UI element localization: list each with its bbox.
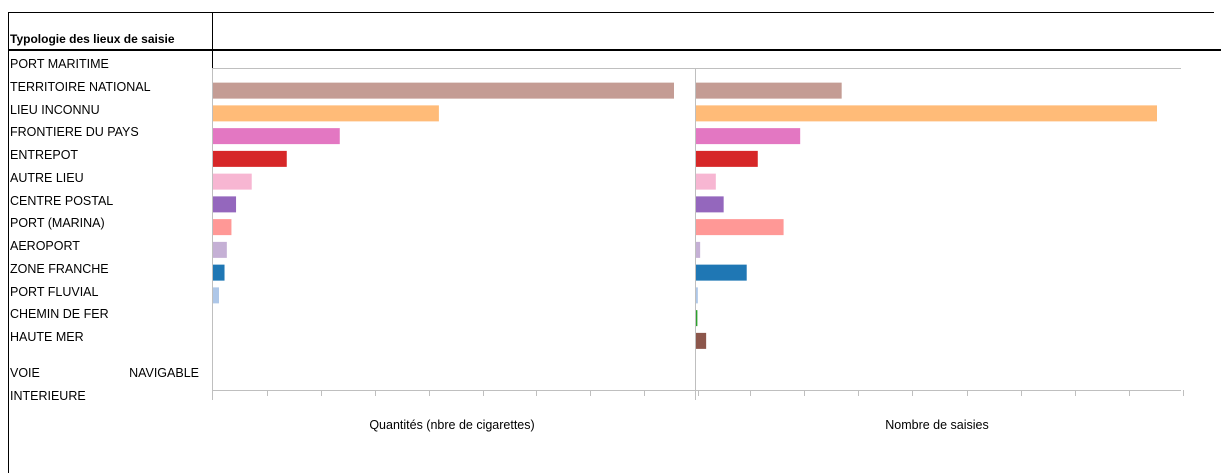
bar-panel-2-aeroport bbox=[696, 241, 701, 258]
table-frame bbox=[8, 12, 1214, 473]
category-label: HAUTE MER bbox=[10, 330, 84, 344]
category-label: AEROPORT bbox=[10, 239, 80, 253]
category-label: TERRITOIRE NATIONAL bbox=[10, 79, 151, 94]
bar-panel-1-lieu-inconnu bbox=[213, 105, 439, 122]
category-label: ENTREPOT bbox=[10, 148, 79, 162]
bar-panel-2-chemin-de-fer bbox=[696, 310, 698, 327]
bar-panel-1-port-fluvial bbox=[213, 287, 219, 304]
panel-1-xlabel: Quantités (nbre de cigarettes) bbox=[369, 418, 535, 432]
category-label: LIEU INCONNU bbox=[10, 102, 100, 117]
category-label: PORT (MARINA) bbox=[10, 216, 105, 231]
header-underline bbox=[8, 49, 1221, 51]
bar-panel-2-frontiere-du-pays bbox=[696, 128, 801, 145]
bar-panel-1-zone-franche bbox=[213, 264, 225, 281]
bar-panel-1-port-marina- bbox=[213, 219, 232, 236]
bar-panel-1-frontiere-du-pays bbox=[213, 128, 340, 145]
bar-panel-1-autre-lieu bbox=[213, 173, 252, 190]
bar-panel-2-autre-lieu bbox=[696, 173, 716, 190]
category-label-voie-navigable-interieure: VOIE NAVIGABLE INTERIEURE bbox=[10, 362, 199, 408]
column-header-title: Typologie des lieux de saisie bbox=[10, 32, 175, 46]
bar-panel-1-entrepot bbox=[213, 150, 287, 167]
category-label: PORT MARITIME bbox=[10, 57, 109, 71]
bar-panel-2-port-fluvial bbox=[696, 287, 698, 304]
bar-panel-1-aeroport bbox=[213, 241, 227, 258]
bar-panel-2-lieu-inconnu bbox=[696, 105, 1157, 122]
category-label: ZONE FRANCHE bbox=[10, 261, 109, 276]
category-label: AUTRE LIEU bbox=[10, 170, 84, 185]
category-label-part: VOIE bbox=[10, 366, 40, 380]
category-label: FRONTIERE DU PAYS bbox=[10, 125, 139, 140]
bar-panel-2-zone-franche bbox=[696, 264, 747, 281]
bar-panel-2-entrepot bbox=[696, 150, 758, 167]
bar-panel-2-haute-mer bbox=[696, 332, 707, 349]
category-label-part: NAVIGABLE bbox=[129, 366, 199, 380]
panel-2-xlabel: Nombre de saisies bbox=[885, 418, 989, 432]
category-label-part: INTERIEURE bbox=[10, 389, 86, 403]
bar-panel-2-territoire-national bbox=[696, 82, 842, 99]
category-label: CENTRE POSTAL bbox=[10, 193, 114, 208]
header-divider bbox=[212, 12, 213, 50]
bar-panel-2-port-marina- bbox=[696, 219, 784, 236]
bar-panel-1-territoire-national bbox=[213, 82, 674, 99]
bar-panel-2-centre-postal bbox=[696, 196, 724, 213]
bar-panel-1-centre-postal bbox=[213, 196, 237, 213]
category-label: PORT FLUVIAL bbox=[10, 284, 99, 299]
category-label: CHEMIN DE FER bbox=[10, 307, 109, 322]
